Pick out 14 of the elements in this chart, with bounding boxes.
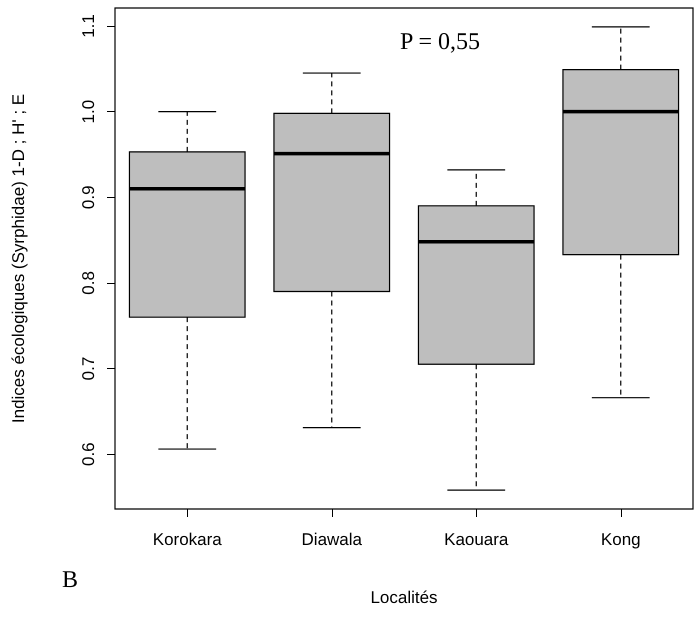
text: B [62,567,78,593]
y-tick-label: 1.0 [79,100,98,124]
y-axis-title: Indices écologiques (Syrphidae) 1-D ; H' ; E [9,94,28,424]
y-tick-label: 0.9 [79,185,98,210]
annotation: P = 0,55 [400,29,480,55]
x-tick-label: Kong [600,530,641,549]
x-tick-label: Korokara [152,530,222,549]
x-axis-title: Localités [370,588,438,607]
y-tick-label: 0.6 [79,442,98,466]
x-tick-label: Diawala [302,530,363,549]
y-tick-label: 0.7 [79,356,98,380]
x-tick-label: Kaouara [444,530,509,549]
y-tick-label: 0.8 [79,271,98,295]
y-tick-label: 1.1 [79,14,98,38]
